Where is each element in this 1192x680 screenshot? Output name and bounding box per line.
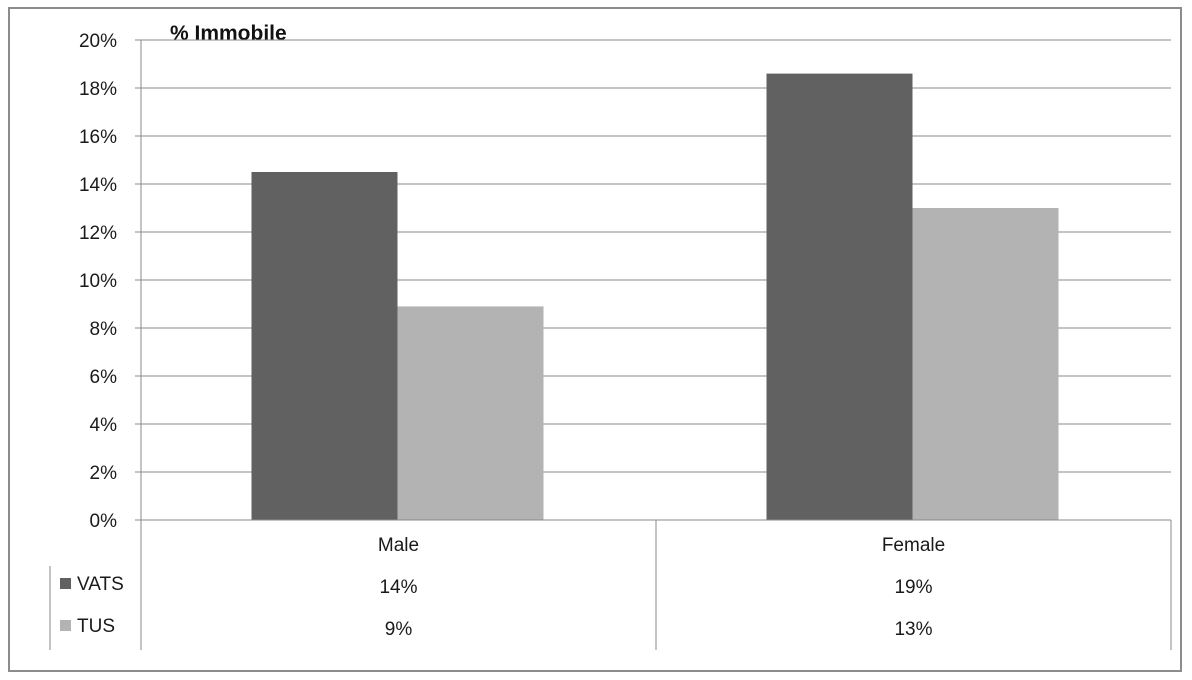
chart-title: % Immobile (170, 22, 287, 45)
y-tick-label: 4% (90, 415, 118, 436)
y-tick-label: 12% (79, 223, 117, 244)
y-tick-label: 2% (90, 463, 118, 484)
data-label: 14% (379, 577, 417, 598)
legend-swatch-tus (60, 620, 71, 631)
x-category-label: Female (882, 535, 945, 556)
legend-swatch-vats (60, 578, 71, 589)
y-tick-label: 10% (79, 271, 117, 292)
y-tick-label: 6% (90, 367, 118, 388)
bar-tus-male (397, 306, 544, 520)
data-label: 9% (385, 619, 413, 640)
bar-tus-female (912, 208, 1059, 520)
y-tick-label: 14% (79, 175, 117, 196)
data-table: Male Female VATS 14% 19% TUS 9% 13% (49, 520, 1172, 650)
y-tick-label: 8% (90, 319, 118, 340)
bar-vats-male (251, 172, 398, 520)
y-axis-tick-labels: 0% 2% 4% 6% 8% 10% 12% 14% 16% 18% 20% (79, 31, 117, 532)
data-label: 19% (894, 577, 932, 598)
x-category-label: Male (378, 535, 419, 556)
y-tick-label: 16% (79, 127, 117, 148)
bar-vats-female (766, 73, 913, 520)
data-label: 13% (894, 619, 932, 640)
legend-label-vats: VATS (77, 574, 124, 595)
bars (251, 73, 1059, 520)
legend-label-tus: TUS (77, 616, 115, 637)
y-tick-label: 0% (90, 511, 118, 532)
y-tick-label: 20% (79, 31, 117, 52)
y-tick-label: 18% (79, 79, 117, 100)
